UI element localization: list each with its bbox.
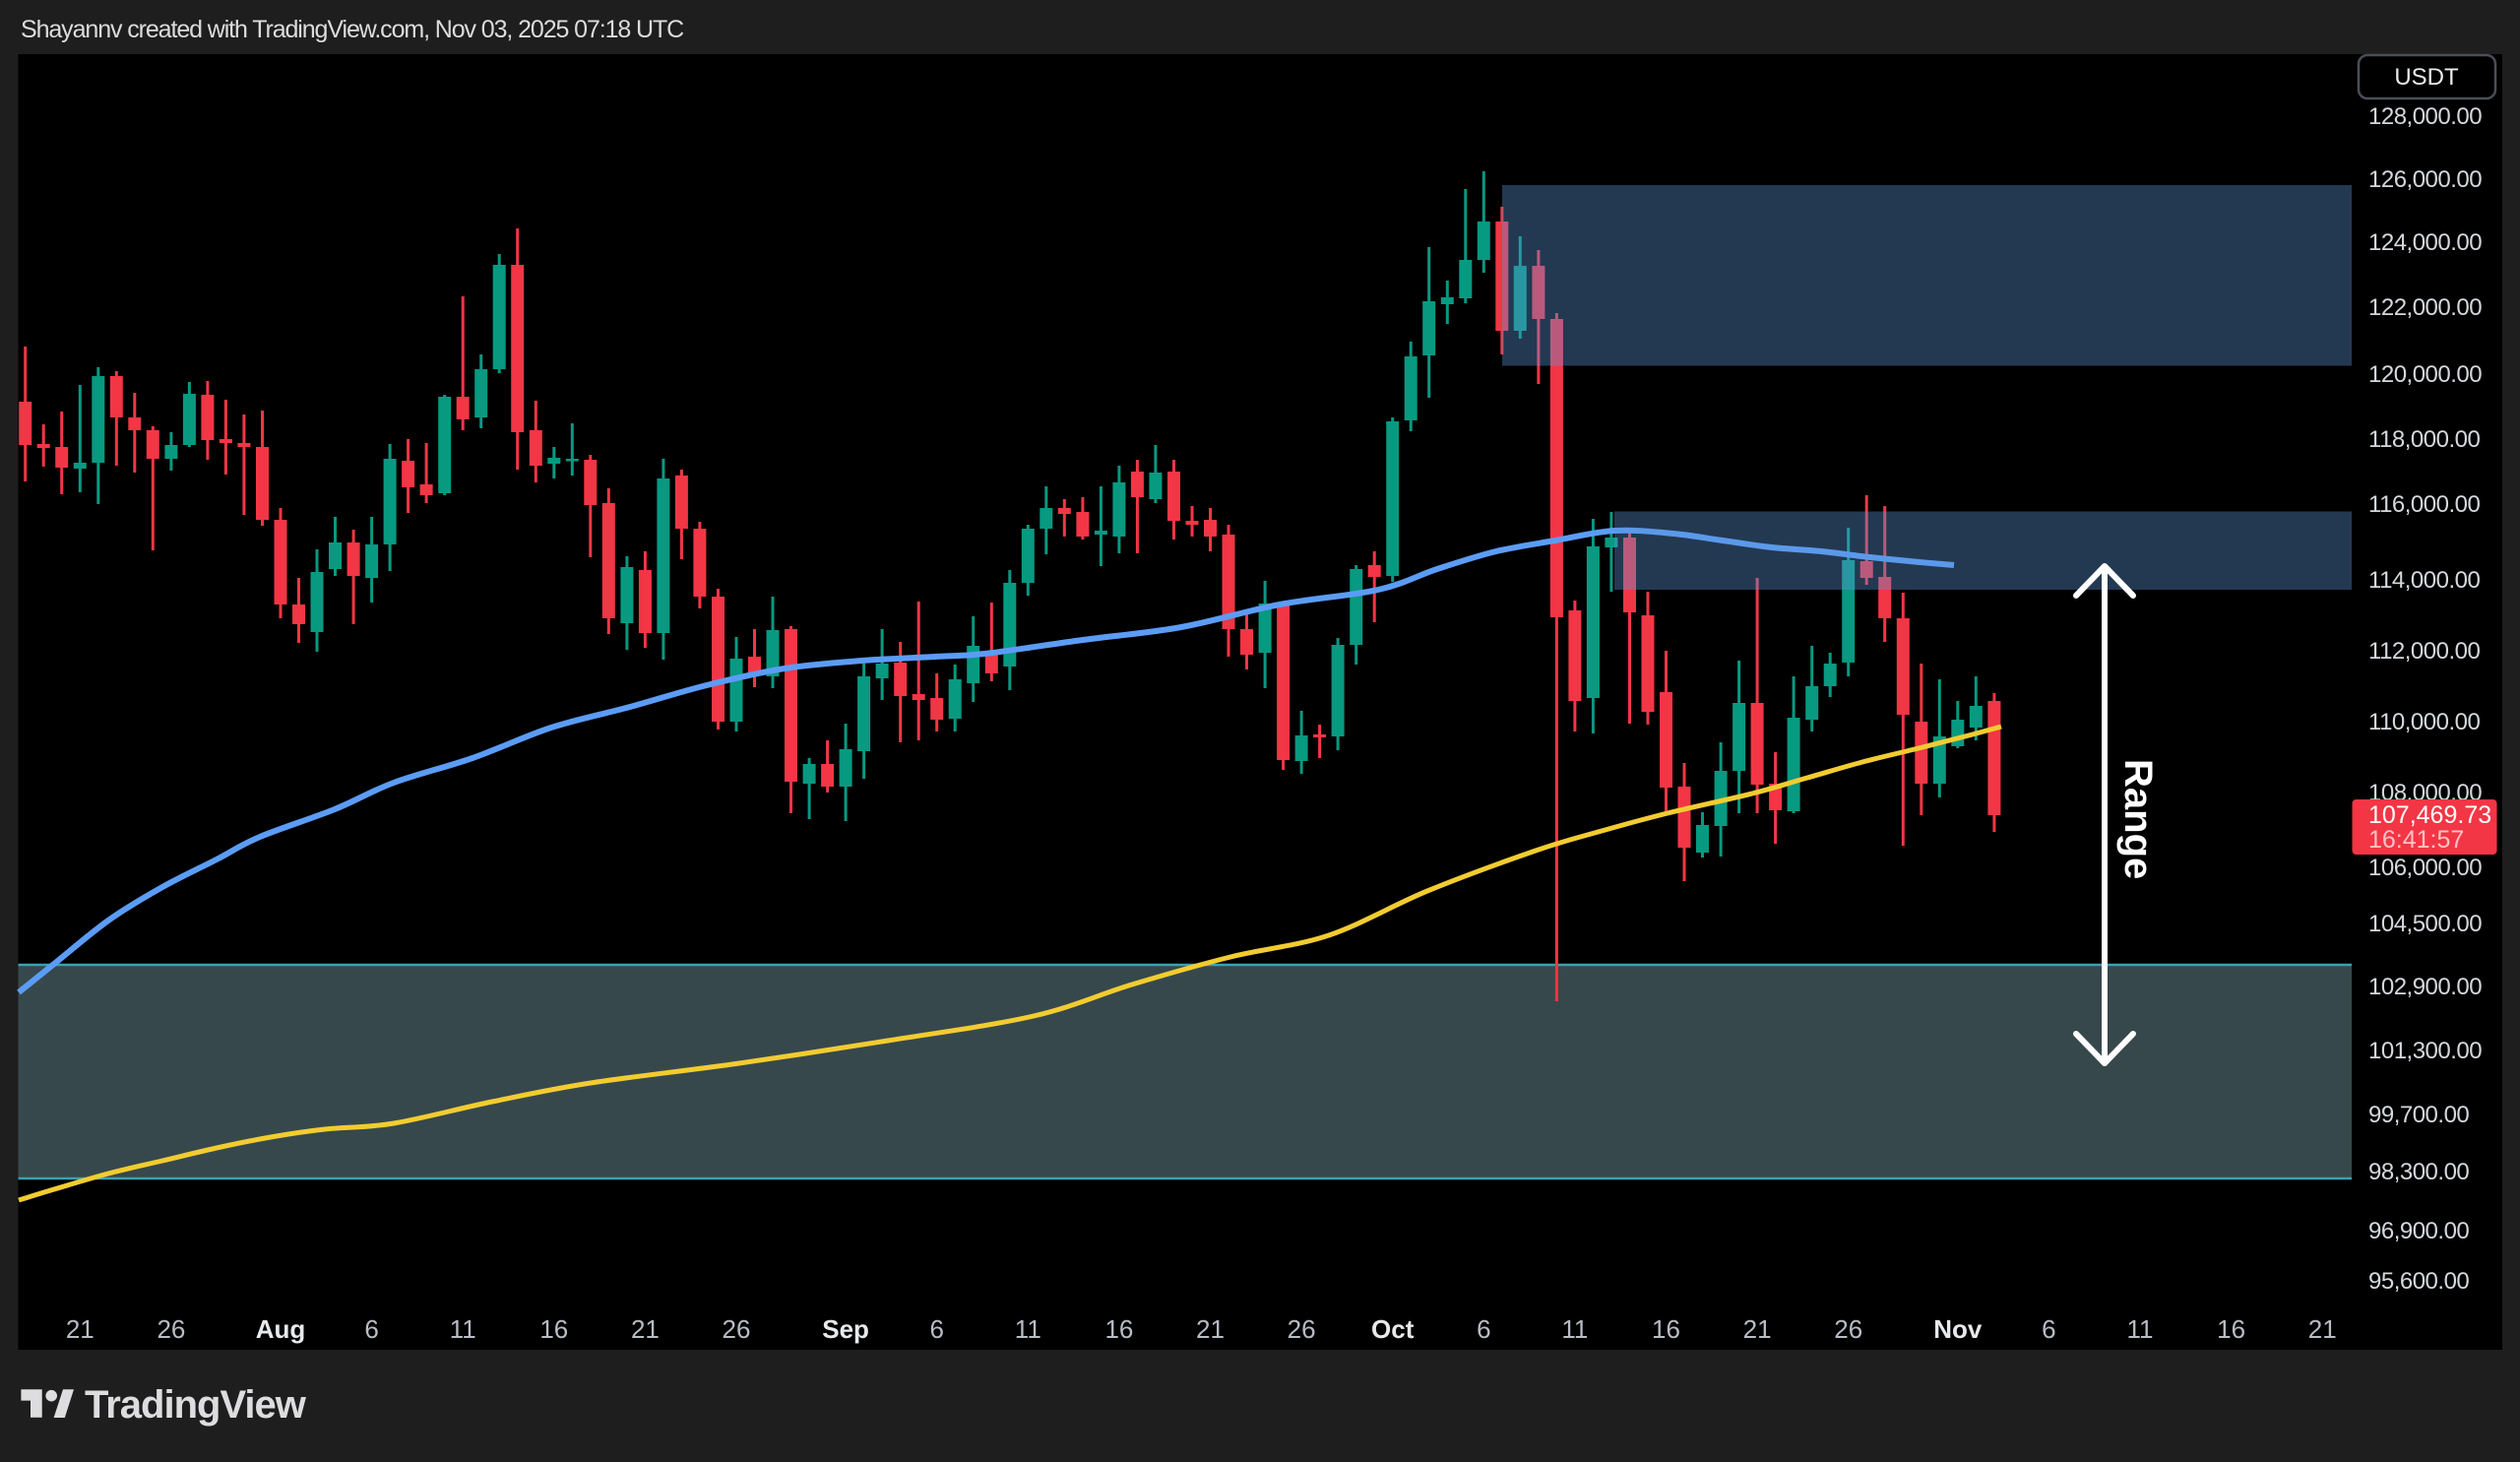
svg-text:11: 11: [1561, 1314, 1588, 1344]
svg-text:114,000.00: 114,000.00: [2368, 567, 2480, 594]
svg-text:6: 6: [2042, 1314, 2055, 1344]
svg-text:26: 26: [1834, 1314, 1862, 1344]
svg-text:102,900.00: 102,900.00: [2368, 974, 2482, 1000]
svg-text:95,600.00: 95,600.00: [2368, 1268, 2469, 1295]
svg-text:124,000.00: 124,000.00: [2368, 229, 2482, 256]
svg-text:11: 11: [2127, 1314, 2154, 1344]
svg-text:6: 6: [929, 1314, 943, 1344]
svg-text:Aug: Aug: [256, 1314, 306, 1344]
svg-text:96,900.00: 96,900.00: [2368, 1218, 2469, 1244]
svg-text:101,300.00: 101,300.00: [2368, 1038, 2482, 1064]
svg-text:Nov: Nov: [1933, 1314, 1983, 1344]
svg-text:126,000.00: 126,000.00: [2368, 166, 2482, 193]
svg-text:116,000.00: 116,000.00: [2368, 491, 2480, 518]
svg-text:104,500.00: 104,500.00: [2368, 911, 2482, 937]
svg-text:16:41:57: 16:41:57: [2368, 826, 2464, 854]
svg-text:16: 16: [1104, 1314, 1133, 1344]
svg-text:21: 21: [66, 1314, 94, 1344]
svg-text:Oct: Oct: [1371, 1314, 1415, 1344]
svg-text:6: 6: [1477, 1314, 1490, 1344]
svg-text:16: 16: [1652, 1314, 1680, 1344]
svg-text:106,000.00: 106,000.00: [2368, 855, 2482, 881]
svg-text:112,000.00: 112,000.00: [2368, 638, 2480, 665]
svg-text:Range: Range: [2116, 759, 2160, 879]
svg-text:11: 11: [450, 1314, 476, 1344]
svg-text:99,700.00: 99,700.00: [2368, 1102, 2469, 1128]
svg-text:26: 26: [1288, 1314, 1316, 1344]
svg-text:21: 21: [1196, 1314, 1225, 1344]
svg-text:110,000.00: 110,000.00: [2368, 709, 2480, 735]
svg-text:TradingView: TradingView: [85, 1383, 307, 1427]
svg-text:21: 21: [1743, 1314, 1772, 1344]
svg-text:98,300.00: 98,300.00: [2368, 1159, 2469, 1185]
svg-text:26: 26: [723, 1314, 751, 1344]
svg-text:Shayannv created with TradingV: Shayannv created with TradingView.com, N…: [21, 16, 684, 43]
svg-text:107,469.73: 107,469.73: [2368, 801, 2491, 829]
svg-text:21: 21: [2308, 1314, 2337, 1344]
svg-text:16: 16: [2217, 1314, 2245, 1344]
svg-text:Sep: Sep: [822, 1314, 869, 1344]
svg-text:120,000.00: 120,000.00: [2368, 361, 2482, 388]
svg-text:16: 16: [539, 1314, 568, 1344]
svg-text:11: 11: [1015, 1314, 1041, 1344]
svg-text:122,000.00: 122,000.00: [2368, 294, 2482, 321]
svg-text:118,000.00: 118,000.00: [2368, 426, 2480, 453]
svg-text:128,000.00: 128,000.00: [2368, 103, 2482, 130]
svg-text:USDT: USDT: [2394, 64, 2459, 91]
svg-text:6: 6: [364, 1314, 378, 1344]
svg-text:26: 26: [157, 1314, 185, 1344]
svg-text:21: 21: [631, 1314, 660, 1344]
